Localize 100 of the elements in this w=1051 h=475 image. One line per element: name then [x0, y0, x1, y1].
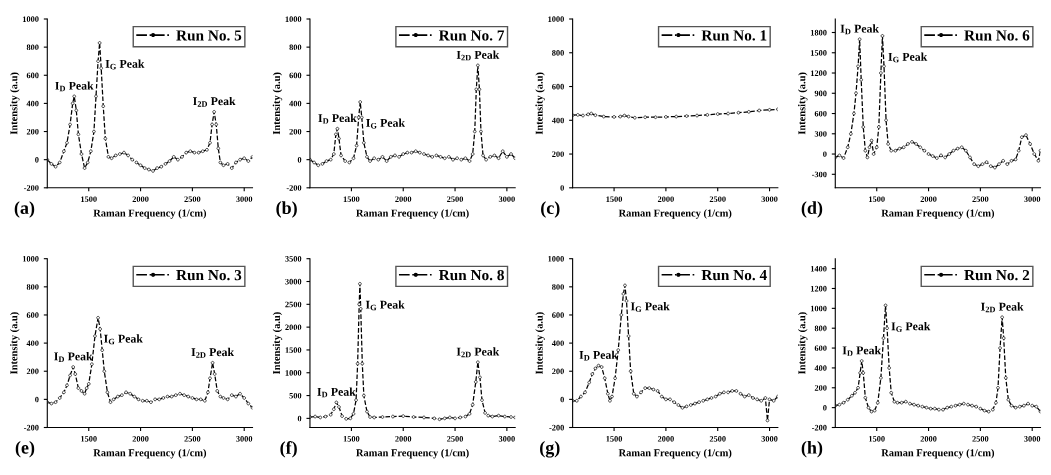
y-tick-label: 0: [297, 157, 302, 163]
y-tick-label: 800: [26, 284, 39, 290]
text: (e): [15, 441, 35, 458]
x-tick-label: 3000: [236, 196, 253, 202]
y-axis-title: Intensity (a.u): [535, 72, 545, 135]
legend-label: Run No. 5: [176, 30, 242, 41]
text: (g): [540, 441, 560, 458]
y-axis-title: Intensity (a.u): [272, 312, 283, 374]
y-tick-label: -200: [23, 424, 39, 431]
y-tick-label: 900: [814, 90, 827, 97]
y-tick-label: 3000: [285, 278, 302, 285]
y-tick-label: 800: [814, 325, 827, 332]
x-tick-label: 1500: [81, 196, 97, 202]
y-tick-label: 0: [35, 396, 39, 403]
y-tick-label: 400: [551, 340, 564, 347]
x-tick-label: 2500: [972, 436, 989, 442]
text: (f): [280, 441, 297, 458]
x-axis-title: Raman Frequency (1/cm): [881, 448, 995, 459]
y-tick-label: 1200: [810, 70, 827, 76]
y-tick-label: 200: [26, 128, 39, 135]
x-tick-label: 1500: [81, 436, 97, 442]
legend-label: Run No. 3: [176, 269, 242, 281]
y-tick-label: 0: [823, 151, 827, 158]
x-axis-title: Raman Frequency (1/cm): [618, 209, 732, 219]
x-axis-title: Raman Frequency (1/cm): [93, 209, 207, 219]
y-tick-label: -200: [811, 424, 827, 431]
x-axis-title: Raman Frequency (1/cm): [618, 448, 732, 459]
x-tick-label: 2000: [132, 436, 149, 442]
x-axis-title: Raman Frequency (1/cm): [93, 448, 207, 459]
x-tick-label: 2000: [132, 196, 149, 202]
y-tick-label: 1000: [285, 370, 302, 376]
y-tick-label: 0: [35, 157, 39, 163]
y-axis-title: Intensity (a.u): [10, 312, 20, 374]
x-axis-title: Raman Frequency (1/cm): [356, 448, 469, 459]
y-tick-label: -200: [286, 185, 302, 191]
annotation: I$_{2D}$ Peak: [456, 50, 500, 61]
y-tick-label: 200: [289, 128, 302, 135]
x-axis-title: Raman Frequency (1/cm): [356, 209, 469, 219]
x-tick-label: 2000: [395, 436, 412, 442]
x-tick-label: 2500: [709, 196, 726, 202]
y-tick-label: 1000: [548, 256, 564, 262]
y-tick-label: 3500: [285, 256, 302, 262]
legend-label: Run No. 7: [438, 30, 505, 41]
y-tick-label: 600: [552, 83, 564, 90]
y-tick-label: 1400: [810, 265, 827, 272]
x-tick-label: 1500: [869, 196, 885, 202]
y-tick-label: 1000: [285, 16, 302, 22]
annotation: I$_{D}$ Peak: [55, 81, 94, 92]
x-tick-label: 2500: [972, 196, 989, 202]
y-tick-label: 1800: [810, 29, 827, 36]
text: (c): [541, 201, 560, 218]
x-tick-label: 2500: [447, 436, 464, 442]
y-tick-label: 2500: [285, 301, 302, 308]
y-tick-label: 600: [814, 345, 827, 352]
y-axis-title: Intensity (a.u): [272, 72, 283, 135]
x-tick-label: 2500: [709, 436, 726, 442]
y-tick-label: 600: [814, 110, 827, 117]
y-tick-label: 300: [814, 131, 827, 137]
y-tick-label: -300: [811, 171, 827, 178]
annotation: I$_{D}$ Peak: [54, 352, 93, 362]
y-tick-label: 400: [289, 100, 302, 107]
annotation: I$_{2D}$ Peak: [981, 302, 1024, 313]
annotation: I$_{2D}$ Peak: [191, 347, 235, 358]
y-tick-label: 800: [26, 44, 39, 51]
annotation: I$_{D}$ Peak: [579, 350, 618, 361]
legend-label: Run No. 6: [964, 30, 1030, 41]
x-tick-label: 2500: [184, 196, 201, 202]
y-tick-label: -200: [23, 185, 39, 191]
y-tick-label: 400: [551, 117, 564, 124]
y-tick-label: 400: [814, 365, 827, 371]
x-tick-label: 2000: [920, 196, 937, 202]
x-tick-label: 2500: [447, 196, 464, 202]
legend-label: Run No. 2: [964, 269, 1030, 281]
y-tick-label: 600: [26, 72, 39, 79]
x-tick-label: 2000: [657, 196, 674, 202]
y-axis-title: Intensity (a.u): [10, 72, 20, 135]
annotation: I$_{D}$ Peak: [842, 346, 882, 356]
x-tick-label: 3000: [761, 436, 778, 442]
x-tick-label: 3000: [236, 436, 253, 442]
x-tick-label: 3000: [761, 196, 778, 202]
y-tick-label: 0: [560, 185, 564, 191]
annotation: I$_{2D}$ Peak: [193, 96, 236, 107]
y-tick-label: 200: [552, 368, 564, 375]
y-tick-label: 800: [552, 284, 564, 290]
y-tick-label: 600: [26, 312, 39, 318]
y-tick-label: 600: [552, 312, 564, 318]
text: (h): [801, 441, 823, 458]
annotation: I$_{G}$ Peak: [630, 302, 670, 312]
x-tick-label: 1500: [869, 436, 885, 442]
text: (d): [801, 201, 823, 218]
x-tick-label: 2000: [395, 196, 412, 202]
x-tick-label: 2500: [184, 436, 201, 442]
annotation: I$_{G}$ Peak: [365, 300, 405, 311]
y-tick-label: 800: [552, 50, 564, 56]
x-tick-label: 3000: [498, 196, 515, 202]
x-tick-label: 1500: [343, 196, 360, 202]
y-tick-label: 2000: [285, 324, 302, 331]
y-tick-label: 400: [26, 100, 39, 107]
annotation: I$_{2D}$ Peak: [456, 347, 500, 358]
annotation: I$_{D}$ Peak: [318, 113, 357, 124]
